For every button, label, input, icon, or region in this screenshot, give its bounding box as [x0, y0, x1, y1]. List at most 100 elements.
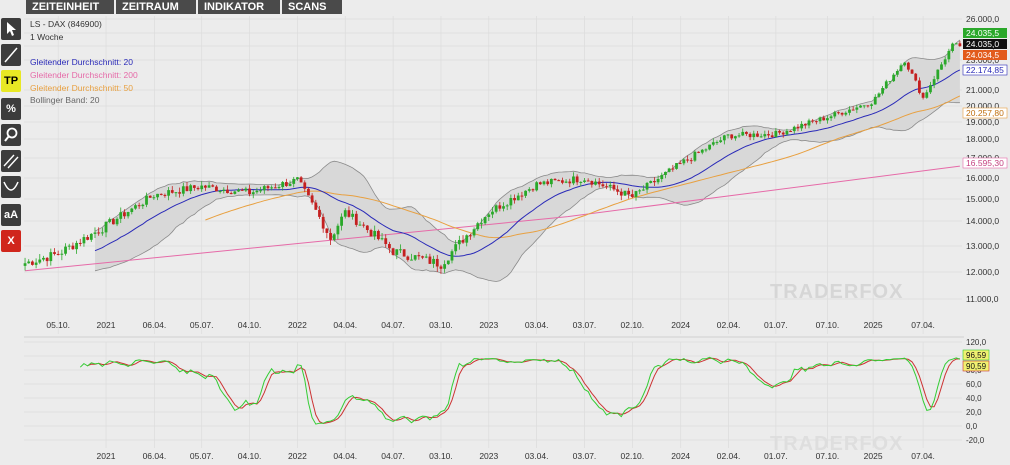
- candle: [726, 134, 730, 139]
- candle: [472, 227, 476, 238]
- candle: [737, 133, 741, 138]
- menu-zeiteinheit-label: ZEITEINHEIT: [32, 1, 100, 13]
- ma50-line: [205, 95, 961, 239]
- candle: [281, 180, 285, 191]
- legend-ma20[interactable]: Gleitender Durchschnitt: 20: [30, 57, 133, 67]
- candle: [369, 228, 373, 237]
- candle: [502, 202, 505, 212]
- candle: [391, 247, 395, 256]
- delete-tool-label: X: [7, 235, 15, 247]
- candle: [270, 185, 274, 191]
- candle: [229, 191, 233, 195]
- candle: [940, 62, 943, 70]
- candle: [347, 206, 351, 218]
- candle: [237, 188, 240, 192]
- x-tick-label: 06.04.: [143, 320, 167, 330]
- candle: [494, 204, 498, 214]
- stoch-badges: 96,59 90,59: [962, 349, 990, 372]
- candle: [741, 128, 745, 137]
- candle: [785, 128, 789, 136]
- candle: [711, 138, 715, 147]
- tp-tool-button[interactable]: TP: [1, 70, 21, 92]
- x-tick-label: 04.04.: [333, 320, 357, 330]
- candle: [38, 254, 42, 265]
- stoch-y-tick: 0,0: [966, 422, 978, 431]
- zoom-tool-button[interactable]: [1, 124, 21, 146]
- candle: [837, 111, 840, 115]
- candle: [829, 114, 833, 122]
- candle: [564, 179, 568, 184]
- candle: [645, 181, 649, 194]
- candle: [262, 184, 266, 194]
- candle: [273, 183, 277, 189]
- watermark: TRADERFOX: [770, 281, 903, 303]
- x-tick-label: 05.10.: [46, 320, 70, 330]
- candle: [226, 185, 229, 194]
- candle: [468, 233, 472, 240]
- candle: [435, 254, 439, 272]
- legend-ma200[interactable]: Gleitender Durchschnitt: 200: [30, 70, 138, 80]
- candle: [553, 178, 557, 181]
- price-y-tick: 14.000,0: [966, 216, 999, 226]
- price-badges: 24.035,524.035,024.034,5 22.174,85 20.257,…: [962, 28, 1008, 169]
- candle: [844, 111, 848, 117]
- legend-bollinger[interactable]: Bollinger Band: 20: [30, 95, 100, 105]
- candle: [745, 131, 748, 136]
- stoch-x-tick-label: 02.04.: [717, 451, 741, 461]
- candle: [156, 193, 159, 201]
- candle: [538, 181, 542, 185]
- legend-ma50[interactable]: Gleitender Durchschnitt: 50: [30, 83, 133, 93]
- candle: [259, 186, 263, 193]
- bollinger-upper-line: [94, 39, 961, 244]
- price-badge-low: 24.034,5: [963, 50, 1007, 60]
- candle: [325, 228, 329, 239]
- percent-tool-button[interactable]: %: [1, 98, 21, 120]
- candle: [542, 180, 546, 186]
- cursor-tool-button[interactable]: [1, 18, 21, 40]
- candle: [689, 157, 693, 164]
- candle: [215, 185, 218, 192]
- candle: [943, 56, 947, 67]
- legend-instrument: LS - DAX (846900): [30, 19, 102, 29]
- price-y-tick: 20.000,0: [966, 101, 999, 111]
- price-x-axis: 05.10. 2021 06.04. 05.07. 04.10. 2022 04.04. 04…: [46, 320, 935, 330]
- candle: [71, 242, 75, 250]
- stoch-x-tick-label: 2021: [97, 451, 116, 461]
- candle: [866, 105, 870, 108]
- candle: [376, 229, 380, 241]
- candle: [439, 264, 443, 274]
- delete-tool-button[interactable]: X: [1, 230, 21, 252]
- candle: [848, 106, 851, 116]
- parallel-lines-tool-button[interactable]: [1, 150, 21, 172]
- menu-indikator-label: INDIKATOR: [204, 1, 265, 13]
- candle: [619, 188, 623, 201]
- candle: [814, 120, 818, 125]
- stoch-y-tick: 40,0: [966, 394, 982, 403]
- candle: [873, 94, 877, 105]
- stoch-x-tick-label: 04.07.: [381, 451, 405, 461]
- candle: [807, 118, 811, 129]
- candle: [64, 243, 67, 256]
- x-tick-label: 02.10.: [621, 320, 645, 330]
- candle: [958, 40, 962, 47]
- candle: [406, 255, 410, 262]
- ma20-line: [94, 69, 961, 257]
- candle: [513, 194, 516, 204]
- price-badge-text: 24.035,5: [966, 28, 999, 38]
- candle: [97, 227, 101, 236]
- stoch-x-tick-label: 01.07.: [764, 451, 788, 461]
- stoch-x-tick-label: 07.10.: [816, 451, 840, 461]
- candle: [288, 180, 292, 187]
- candle: [42, 255, 45, 262]
- candle: [862, 105, 866, 109]
- candle: [27, 259, 31, 264]
- candle: [667, 167, 671, 173]
- candle: [505, 203, 509, 211]
- curve-tool-button[interactable]: [1, 176, 21, 198]
- candle: [929, 81, 932, 94]
- line-tool-button[interactable]: [1, 44, 21, 66]
- text-tool-button[interactable]: aA: [1, 204, 21, 226]
- candle: [181, 182, 185, 197]
- candle: [454, 240, 458, 255]
- candle: [796, 124, 800, 132]
